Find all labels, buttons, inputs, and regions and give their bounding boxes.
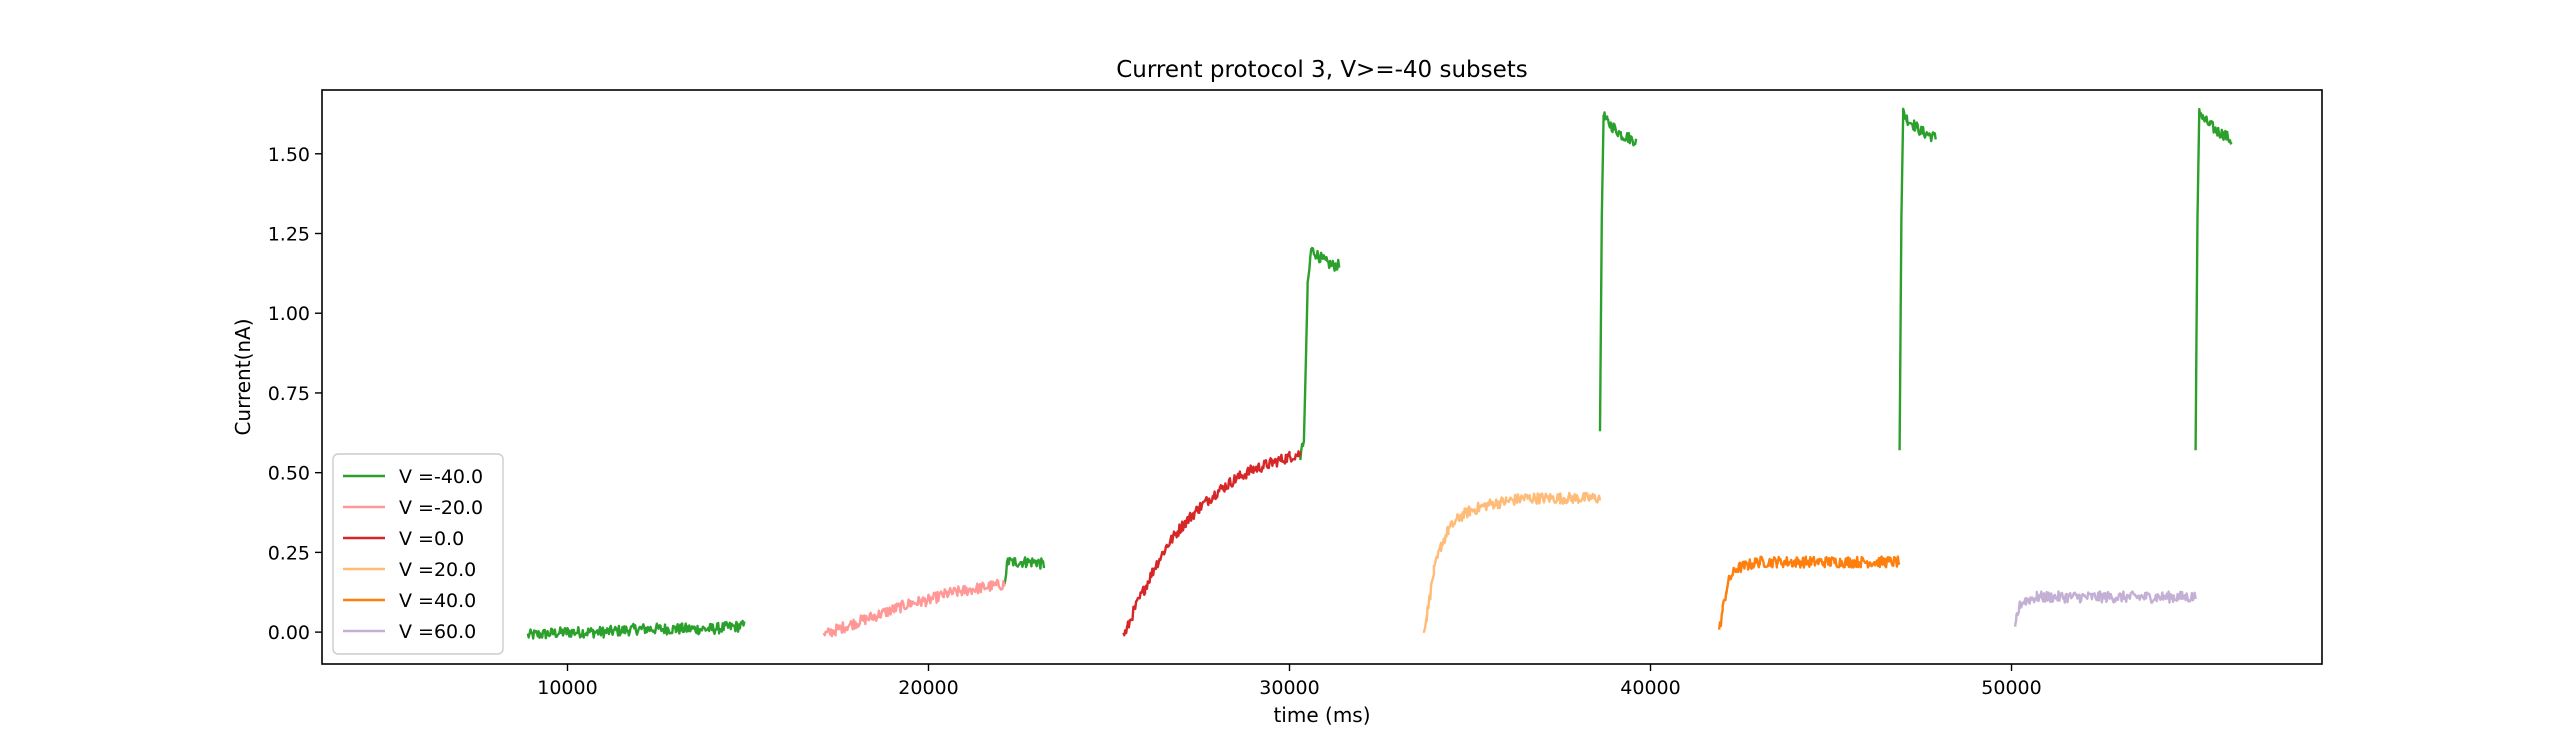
series-line-4-seg-0 (1717, 555, 1901, 630)
series-layer (526, 107, 2233, 640)
series-line-0-seg-1 (1003, 556, 1046, 585)
x-tick-label: 40000 (1620, 677, 1680, 699)
y-tick-label: 1.25 (268, 224, 310, 246)
legend-label: V =-20.0 (399, 497, 483, 519)
x-axis-title: time (ms) (1273, 703, 1370, 727)
series-line-5-seg-0 (2013, 590, 2197, 627)
plot-frame (321, 89, 2323, 665)
legend-label: V =60.0 (399, 621, 476, 643)
series-line-0-seg-5 (2194, 107, 2233, 451)
y-tick-label: 0.50 (268, 463, 310, 485)
series-line-0-seg-4 (1898, 107, 1937, 451)
legend-label: V =0.0 (399, 528, 464, 550)
x-tick-label: 10000 (537, 677, 597, 699)
series-line-2-seg-0 (1122, 450, 1302, 637)
x-tick-label: 50000 (1981, 677, 2041, 699)
x-axis: 10000 20000 30000 40000 50000 (537, 664, 2042, 699)
series-line-3-seg-0 (1422, 491, 1602, 633)
y-tick-label: 0.75 (268, 383, 310, 405)
x-tick-label: 20000 (898, 677, 958, 699)
series-line-0-seg-3 (1598, 111, 1638, 432)
legend-label: V =20.0 (399, 559, 476, 581)
series-line-0-seg-0 (526, 619, 746, 640)
legend-box (332, 453, 504, 655)
x-tick-label: 30000 (1259, 677, 1319, 699)
y-tick-label: 0.00 (268, 622, 310, 644)
series-line-0-seg-2 (1299, 246, 1341, 461)
y-tick-label: 1.50 (268, 144, 310, 166)
y-axis: 0.00 0.25 0.50 0.75 1.00 1.25 1.50 (268, 144, 322, 644)
legend-label: V =40.0 (399, 590, 476, 612)
y-tick-label: 0.25 (268, 542, 310, 564)
legend: V =-40.0 V =-20.0 V =0.0 V =20.0 V =40.0 V =6… (332, 453, 504, 655)
y-tick-label: 1.00 (268, 303, 310, 325)
y-axis-title: Current(nA) (231, 318, 255, 435)
chart-title: Current protocol 3, V>=-40 subsets (1116, 57, 1528, 83)
legend-label: V =-40.0 (399, 466, 483, 488)
series-line-1-seg-0 (822, 578, 1006, 638)
